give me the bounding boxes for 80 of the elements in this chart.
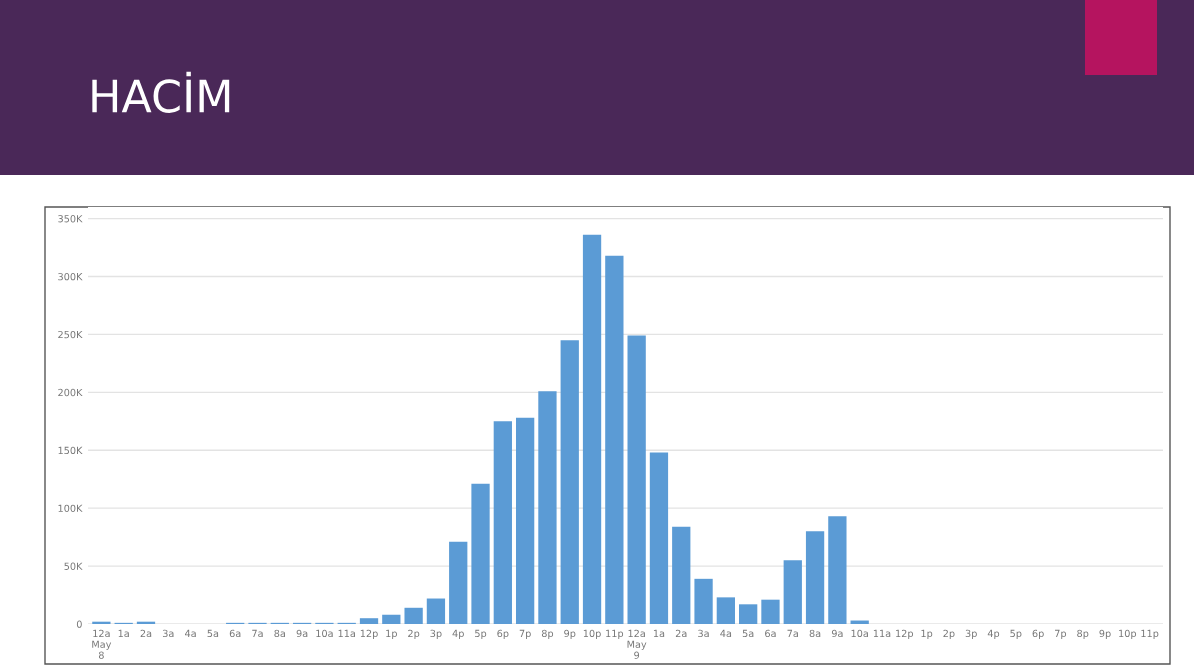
- x-tick-label: 1a: [118, 629, 129, 638]
- x-tick-label: 3a: [698, 629, 709, 638]
- bar: [449, 541, 468, 624]
- x-tick-label: 9p: [1099, 629, 1111, 639]
- y-tick-label: 100K: [58, 504, 83, 512]
- x-tick-label: 2a: [140, 629, 152, 638]
- x-tick-label: 4a: [720, 629, 732, 638]
- x-tick-label: 11p: [1141, 629, 1159, 639]
- bar: [694, 578, 713, 624]
- y-tick-label: 0: [76, 620, 82, 628]
- x-tick-label: 1p: [386, 629, 397, 639]
- y-tick-label: 150K: [58, 446, 83, 455]
- x-tick-label: 3p: [965, 629, 977, 639]
- x-tick-label: 4a: [185, 629, 196, 638]
- x-tick-label: 5a: [207, 629, 219, 638]
- bar: [672, 526, 691, 624]
- bar: [605, 255, 624, 624]
- bar: [761, 599, 780, 624]
- x-tick-label: 7a: [787, 629, 798, 638]
- x-tick-label: 12a May 9: [627, 629, 647, 659]
- x-tick-label: 6a: [229, 629, 241, 638]
- x-tick-label: 3p: [430, 629, 442, 639]
- x-tick-label: 6a: [765, 629, 776, 638]
- bar: [515, 417, 535, 624]
- x-tick-label: 8a: [274, 629, 285, 638]
- x-tick-label: 5p: [475, 629, 487, 639]
- x-tick-label: 10a: [851, 629, 868, 638]
- x-tick-label: 10p: [583, 629, 601, 639]
- x-tick-label: 7p: [519, 629, 531, 639]
- y-tick-label: 50K: [64, 562, 83, 570]
- bar: [627, 335, 646, 624]
- bar: [493, 421, 512, 624]
- chart-title: HACİM: [92, 71, 230, 113]
- x-tick-label: 5p: [1010, 629, 1022, 639]
- bar: [404, 607, 423, 624]
- bar: [582, 234, 602, 624]
- x-tick-label: 6p: [497, 629, 509, 639]
- bar: [783, 560, 802, 624]
- x-tick-label: 11a: [338, 629, 355, 638]
- bar: [471, 483, 490, 624]
- x-tick-label: 2p: [408, 629, 420, 639]
- x-tick-label: 4p: [987, 629, 1000, 639]
- x-tick-label: 10a: [316, 629, 333, 638]
- bar: [828, 516, 847, 624]
- bar: [716, 597, 736, 624]
- x-tick-label: 5a: [742, 629, 754, 638]
- x-tick-label: 12a May 8: [92, 629, 112, 659]
- x-tick-label: 1a: [653, 629, 665, 638]
- x-tick-label: 9p: [564, 629, 576, 639]
- x-tick-label: 2p: [943, 629, 955, 639]
- x-tick-label: 7p: [1055, 629, 1067, 639]
- bar: [426, 598, 446, 624]
- x-tick-label: 4p: [452, 629, 464, 639]
- y-tick-label: 300K: [58, 272, 83, 281]
- bar: [739, 604, 758, 624]
- x-tick-label: 3a: [162, 629, 174, 638]
- x-tick-label: 6p: [1032, 629, 1044, 639]
- x-tick-label: 7a: [252, 629, 263, 638]
- x-tick-label: 9a: [296, 629, 308, 638]
- x-tick-label: 12p: [360, 629, 378, 639]
- x-tick-label: 8a: [809, 629, 821, 638]
- bar: [359, 618, 379, 624]
- bar: [538, 391, 557, 624]
- x-tick-label: 8p: [1077, 629, 1089, 639]
- x-tick-label: 8p: [541, 629, 554, 639]
- bar: [92, 621, 111, 624]
- x-tick-label: 11p: [606, 629, 624, 639]
- x-tick-label: 1p: [921, 629, 933, 639]
- bar: [560, 340, 579, 624]
- bar: [805, 531, 825, 624]
- x-tick-label: 2a: [675, 629, 687, 638]
- x-tick-label: 9a: [831, 629, 843, 638]
- y-tick-label: 200K: [58, 388, 83, 397]
- bar: [649, 452, 669, 624]
- x-tick-label: 10p: [1119, 629, 1137, 639]
- y-tick-label: 350K: [58, 215, 83, 223]
- y-tick-label: 250K: [58, 330, 83, 339]
- bar: [382, 614, 401, 624]
- x-tick-label: 12p: [896, 629, 914, 639]
- x-tick-label: 11a: [873, 629, 891, 638]
